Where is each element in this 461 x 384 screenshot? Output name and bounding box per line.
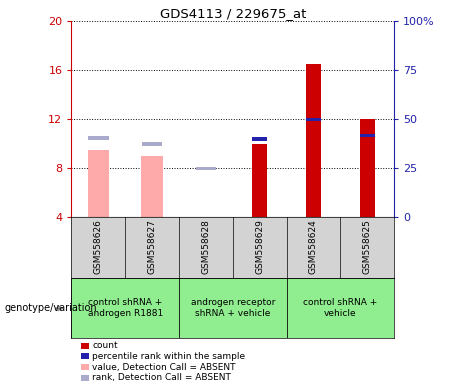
Text: GSM558625: GSM558625 (363, 219, 372, 274)
Bar (142, 142, 162, 146)
Bar (195, 167, 216, 170)
Text: count: count (92, 341, 118, 350)
Text: GSM558627: GSM558627 (148, 219, 157, 274)
Text: percentile rank within the sample: percentile rank within the sample (92, 352, 245, 361)
Bar (71, 278, 179, 338)
Bar (287, 278, 394, 338)
Text: GSM558628: GSM558628 (201, 219, 210, 274)
Bar (179, 278, 287, 338)
Text: rank, Detection Call = ABSENT: rank, Detection Call = ABSENT (92, 373, 231, 382)
Bar (142, 156, 163, 217)
Text: GSM558626: GSM558626 (94, 219, 103, 274)
Text: GSM558624: GSM558624 (309, 219, 318, 273)
Text: androgen receptor
shRNA + vehicle: androgen receptor shRNA + vehicle (190, 298, 275, 318)
Title: GDS4113 / 229675_at: GDS4113 / 229675_at (160, 7, 306, 20)
Text: control shRNA +
vehicle: control shRNA + vehicle (303, 298, 378, 318)
Bar (88, 150, 109, 217)
Bar (88, 136, 109, 140)
Bar (306, 64, 321, 217)
Text: value, Detection Call = ABSENT: value, Detection Call = ABSENT (92, 362, 236, 372)
Bar (306, 118, 321, 121)
Bar (360, 119, 375, 217)
Text: genotype/variation: genotype/variation (5, 303, 97, 313)
Bar (252, 137, 267, 141)
Text: GSM558629: GSM558629 (255, 219, 264, 274)
Text: control shRNA +
androgen R1881: control shRNA + androgen R1881 (88, 298, 163, 318)
Bar (252, 144, 267, 217)
Bar (360, 134, 375, 137)
